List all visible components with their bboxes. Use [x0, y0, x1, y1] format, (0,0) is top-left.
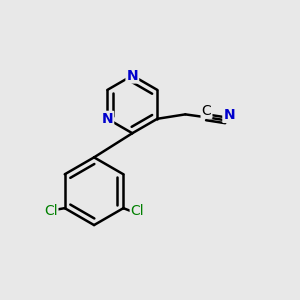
Text: N: N	[224, 108, 235, 122]
Text: N: N	[127, 68, 138, 83]
Text: C: C	[202, 104, 212, 118]
Text: Cl: Cl	[44, 203, 57, 218]
Text: Cl: Cl	[131, 203, 144, 218]
Text: N: N	[101, 112, 113, 126]
